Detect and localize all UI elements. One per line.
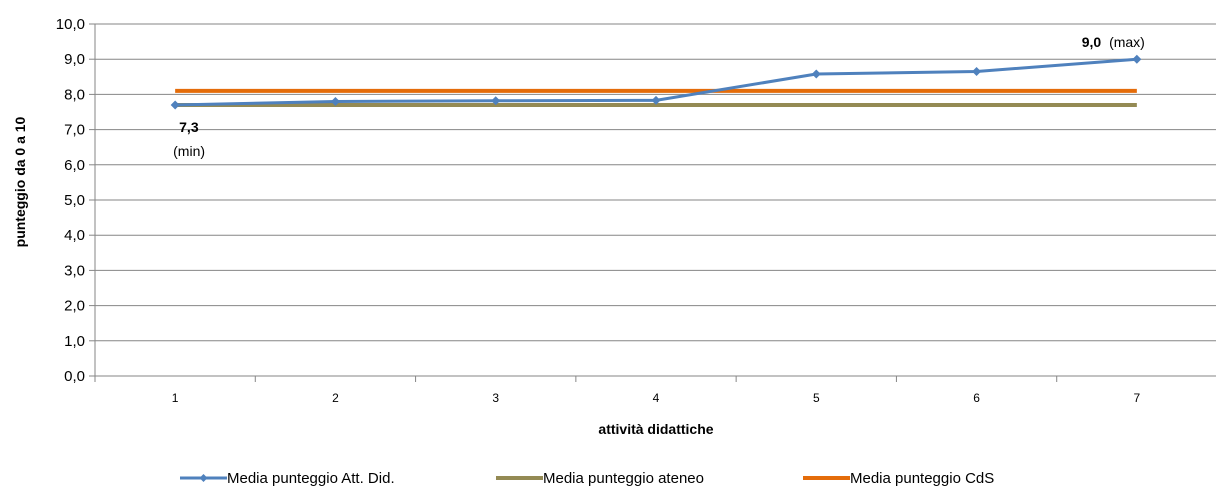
x-tick-label: 5 [813, 391, 820, 405]
y-tick-label: 4,0 [64, 227, 85, 244]
x-tick-label: 1 [172, 391, 179, 405]
legend: Media punteggio Att. Did. Media punteggio… [180, 470, 994, 487]
data-point [972, 67, 982, 77]
y-tick-label: 10,0 [56, 16, 85, 33]
min-annotation-suffix: (min) [173, 143, 205, 159]
x-tick-label: 4 [653, 391, 660, 405]
y-tick-labels: 0,0 1,0 2,0 3,0 4,0 5,0 6,0 7,0 8,0 9,0 10,0 [56, 16, 85, 385]
min-annotation-value: 7,3 [179, 119, 199, 135]
axes [89, 23, 1216, 382]
y-axis-title: punteggio da 0 a 10 [12, 116, 28, 247]
data-point [811, 69, 821, 79]
data-point [1132, 54, 1142, 64]
x-tick-label: 3 [492, 391, 499, 405]
x-tick-label: 2 [332, 391, 339, 405]
data-point [170, 100, 180, 110]
y-tick-label: 7,0 [64, 122, 85, 139]
y-tick-label: 5,0 [64, 192, 85, 209]
data-point [330, 96, 340, 106]
data-point [491, 96, 501, 106]
y-tick-label: 0,0 [64, 368, 85, 385]
x-tick-label: 6 [973, 391, 980, 405]
y-tick-label: 6,0 [64, 157, 85, 174]
y-tick-label: 1,0 [64, 333, 85, 350]
legend-label: Media punteggio CdS [850, 470, 994, 487]
series-lines [170, 54, 1142, 110]
y-tick-label: 9,0 [64, 51, 85, 68]
grid-lines [95, 23, 1216, 342]
data-point [651, 95, 661, 105]
y-tick-label: 3,0 [64, 262, 85, 279]
y-tick-label: 8,0 [64, 86, 85, 103]
legend-label: Media punteggio Att. Did. [227, 470, 395, 487]
annotations: 7,3 (min) 9,0 (max) [173, 34, 1145, 159]
y-tick-label: 2,0 [64, 298, 85, 315]
legend-marker [199, 474, 208, 482]
legend-label: Media punteggio ateneo [543, 470, 704, 487]
x-tick-labels: 1 2 3 4 5 6 7 [172, 391, 1141, 405]
max-annotation-value: 9,0 [1082, 34, 1102, 50]
max-annotation: 9,0 (max) [1082, 34, 1145, 50]
x-tick-label: 7 [1134, 391, 1141, 405]
x-axis-title: attività didattiche [598, 421, 713, 437]
max-annotation-suffix: (max) [1109, 34, 1145, 50]
